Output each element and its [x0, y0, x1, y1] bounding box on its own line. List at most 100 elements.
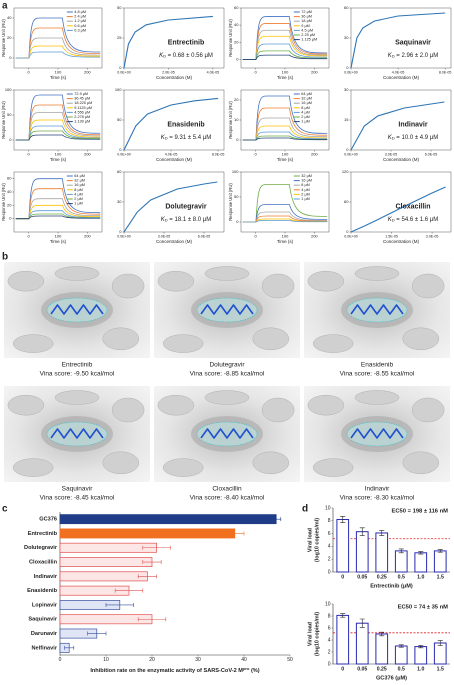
x-tick-label: 0 [59, 657, 62, 663]
legend-label: 0.3 μM [74, 28, 86, 32]
legend-label: 4 μM [74, 192, 83, 196]
y-tick-label: 20 [7, 202, 12, 207]
y-tick-label: 20 [7, 35, 12, 40]
y-tick-label: 10 [325, 505, 331, 511]
docking-image [304, 386, 450, 482]
error-bar [142, 560, 162, 565]
y-tick-label: 30 [344, 87, 349, 92]
x-tick-label: 0.05 [357, 666, 367, 672]
plot-frame [240, 171, 330, 233]
kd-number: = 10.0 ± 4.9 μM [395, 134, 439, 140]
surface-fold [102, 327, 140, 351]
error-bar [105, 602, 134, 607]
legend-label: 2.4 μM [74, 15, 86, 19]
kd-subscript: D [392, 135, 395, 140]
compound-name: Indinavir [365, 486, 390, 493]
bar [355, 622, 369, 665]
y-tick-label: 0 [119, 147, 122, 152]
surface-fold [157, 394, 195, 416]
legend-label: 2.278 μM [74, 115, 90, 119]
kd-symbol: K [159, 52, 164, 58]
legend-label: 9.1125 μM [74, 106, 92, 110]
y-tick-label: 0 [328, 569, 331, 575]
error-bar [359, 527, 365, 536]
y-tick-label: Nelfinavir [32, 645, 58, 651]
x-axis-label: Time (s) [50, 157, 67, 162]
plot-frame [240, 89, 330, 151]
legend-label: 72 μM [301, 10, 312, 14]
error-bar [398, 644, 404, 648]
y-tick-label: 60 [344, 199, 349, 204]
docking-image [304, 262, 450, 358]
kd-symbol: K [388, 216, 393, 222]
y-tick-label: Enasidenib [27, 588, 57, 594]
surface-fold [7, 270, 45, 292]
density-mesh [346, 297, 408, 323]
sensorgram-curve [242, 29, 328, 60]
bar [59, 528, 236, 539]
legend-label: 8 μM [301, 183, 310, 187]
error-bar [142, 545, 171, 550]
x-tick-label: 1.5E-05 [385, 234, 398, 238]
bar [433, 642, 447, 665]
y-tick-label: 50 [7, 112, 12, 117]
y-axis-label: Response Unit (RU) [1, 101, 6, 139]
panel-label: a [2, 1, 8, 12]
kd-symbol: K [161, 134, 166, 140]
legend-label: 36 μM [301, 15, 312, 19]
x-tick-label: 8.0E-05 [439, 70, 452, 74]
vina-score: Vina score: -9.50 kcal/mol [40, 371, 115, 378]
error-bar [359, 618, 365, 628]
x-tick-label: 0 [255, 234, 258, 239]
x-tick-label: 0.0E+00 [344, 234, 358, 238]
kd-subscript: D [165, 135, 168, 140]
x-axis-label: Concentration (M) [383, 75, 420, 80]
y-tick-label: 60 [344, 5, 349, 10]
x-tick-label: 100 [282, 234, 289, 239]
error-bar [340, 613, 346, 618]
x-tick-label: 0 [255, 70, 258, 75]
sensorgram-curve [15, 45, 101, 59]
x-tick-label: 3.0E-05 [158, 234, 171, 238]
y-axis-label: Viral load [307, 528, 313, 552]
y-tick-label: 60 [234, 5, 239, 10]
legend-label: 0.6 μM [74, 24, 86, 28]
bar [414, 552, 428, 573]
kd-number: = 2.96 ± 2.0 μM [395, 52, 439, 58]
annotation: EC50 = 198 ± 116 nM [391, 509, 448, 515]
sensorgram-curve [242, 204, 328, 223]
fit-curve [350, 186, 446, 233]
sensorgram-curve [15, 17, 101, 59]
y-axis-label: Response Unit (RU) [1, 19, 6, 57]
y-axis-label: Response Unit (RU) [228, 19, 233, 57]
legend-label: 16 μM [301, 101, 312, 105]
surface-fold [111, 397, 145, 423]
error-bar [137, 617, 167, 622]
y-tick-label: 60 [117, 169, 122, 174]
docking-image [4, 386, 150, 482]
x-axis-label: Entrectinib (μM) [370, 583, 413, 589]
sensorgram-curve [242, 54, 328, 60]
sensorgram-curve [242, 107, 328, 141]
fit-curve [350, 101, 445, 151]
x-tick-label: 10 [103, 657, 109, 663]
legend-label: 4.5 μM [301, 28, 313, 32]
x-tick-label: 0 [28, 70, 31, 75]
surface-fold [204, 266, 250, 281]
surface-fold [312, 334, 354, 353]
surface-fold [162, 334, 204, 353]
x-tick-label: 0.0E+00 [344, 152, 358, 156]
error-bar [271, 517, 282, 522]
density-mesh [46, 297, 108, 323]
sensorgram-curve [15, 112, 101, 141]
density-mesh [196, 297, 258, 323]
y-tick-label: 25 [117, 35, 122, 40]
compound-name: Saquinavir [395, 40, 431, 47]
x-tick-label: 200 [311, 234, 318, 239]
y-tick-label: Darunavir [31, 631, 58, 637]
error-bar [225, 531, 245, 536]
sensorgram-curve [242, 137, 328, 141]
surface-fold [307, 270, 345, 292]
y-tick-label: 50 [117, 117, 122, 122]
x-tick-label: 1.5 [437, 666, 444, 672]
